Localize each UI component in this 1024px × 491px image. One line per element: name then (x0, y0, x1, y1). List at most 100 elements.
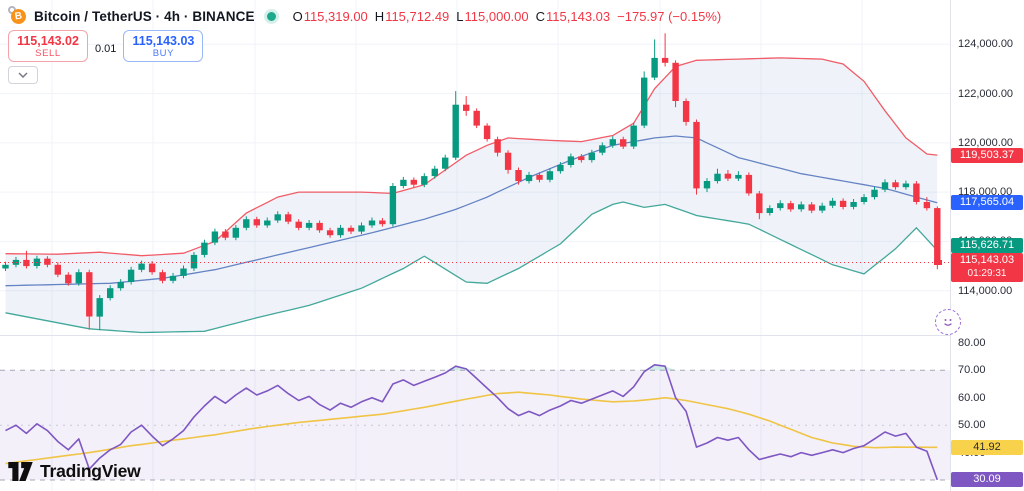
symbol-title[interactable]: Bitcoin / TetherUS · 4h · BINANCE (34, 8, 255, 24)
chart-canvas[interactable] (0, 0, 950, 491)
open-value: 115,319.00 (303, 8, 368, 24)
candle (23, 259, 30, 267)
candle (641, 77, 648, 126)
candle (274, 214, 281, 221)
buy-button[interactable]: 115,143.03 BUY (123, 30, 204, 62)
candle (536, 174, 543, 180)
candle (808, 204, 815, 211)
candle (107, 288, 114, 299)
candle (714, 173, 721, 182)
close-value: 115,143.03 (546, 8, 611, 24)
pane-separator[interactable] (0, 335, 1024, 336)
rsi-value-badge: 30.09 (951, 472, 1023, 487)
market-status-dot[interactable] (266, 11, 276, 21)
candle (934, 208, 941, 263)
candle (75, 272, 82, 284)
candle (839, 200, 847, 207)
sell-price: 115,143.02 (17, 33, 79, 48)
rsi-overbought-fill (5, 364, 938, 371)
price-axis-label: 120,000.00 (958, 136, 1014, 149)
candle (379, 220, 386, 225)
smiley-icon (944, 319, 952, 326)
candle (337, 227, 344, 236)
candle (860, 197, 868, 202)
candle (253, 219, 260, 226)
candle (2, 264, 9, 269)
candle (588, 152, 595, 161)
candle (305, 222, 313, 228)
candle (609, 139, 616, 146)
candle (180, 268, 187, 276)
candle (819, 205, 826, 211)
candle (243, 219, 250, 228)
close-label: C (535, 8, 546, 24)
buy-price: 115,143.03 (132, 33, 195, 48)
candle (138, 263, 145, 270)
chevron-down-button[interactable] (8, 66, 38, 84)
sell-label: SELL (35, 47, 61, 59)
candle (599, 145, 606, 153)
tradingview-logo[interactable]: TradingView (8, 461, 141, 482)
rsi-axis-label: 80.00 (958, 336, 986, 349)
candle (766, 208, 773, 213)
candle (117, 282, 124, 289)
candle (578, 156, 585, 161)
candle (756, 193, 763, 214)
candle (169, 275, 177, 281)
candle (264, 220, 271, 226)
candle (159, 272, 166, 281)
spread-value: 0.01 (95, 43, 117, 55)
candle (201, 242, 208, 255)
candle (421, 176, 428, 185)
candle (86, 272, 93, 317)
candle (703, 181, 711, 189)
candle (923, 202, 931, 209)
candle (65, 274, 72, 284)
rsi-ma-badge: 41.92 (951, 440, 1023, 455)
candle (913, 183, 920, 202)
change-value: −175.97 (−0.15%) (617, 8, 722, 24)
order-panel: 115,143.02 SELL 0.01 115,143.03 BUY (8, 30, 204, 62)
candle (44, 258, 51, 265)
candle (557, 165, 564, 172)
candle (96, 298, 103, 317)
price-axis-label: 124,000.00 (958, 38, 1014, 51)
candle (661, 57, 669, 63)
sell-button[interactable]: 115,143.02 SELL (8, 30, 88, 62)
candle (400, 179, 407, 186)
candle (525, 174, 533, 182)
low-value: 115,000.00 (464, 8, 529, 24)
candle (463, 104, 470, 111)
candle (902, 183, 910, 188)
candle (515, 170, 522, 182)
candle (326, 230, 334, 236)
rsi-axis-label: 60.00 (958, 391, 986, 404)
candle (672, 62, 679, 101)
candle (504, 152, 512, 170)
candle (630, 125, 637, 147)
rsi-line (5, 363, 939, 481)
feedback-smiley-button[interactable] (935, 309, 961, 335)
last-price-badge: 115,143.03 01:29:31 (951, 253, 1023, 282)
rsi-axis-label: 70.00 (958, 364, 986, 377)
chart-header: B Bitcoin / TetherUS · 4h · BINANCE O 115… (8, 6, 721, 26)
candle (316, 222, 323, 231)
candle (389, 186, 397, 225)
candle (410, 179, 417, 185)
candle (211, 231, 219, 243)
candle (787, 203, 794, 210)
price-axis-label: 114,000.00 (958, 284, 1013, 297)
candle (881, 182, 889, 190)
chevron-down-icon (18, 72, 28, 78)
candle (735, 174, 742, 179)
candle (358, 225, 365, 232)
candle (798, 204, 805, 210)
candle (232, 227, 239, 238)
candle (850, 202, 857, 207)
candle (892, 182, 899, 188)
bb-lower-band-badge: 115,626.71 (951, 237, 1023, 253)
candle (829, 200, 836, 206)
bollinger-fill (5, 57, 938, 333)
candle (745, 174, 753, 194)
